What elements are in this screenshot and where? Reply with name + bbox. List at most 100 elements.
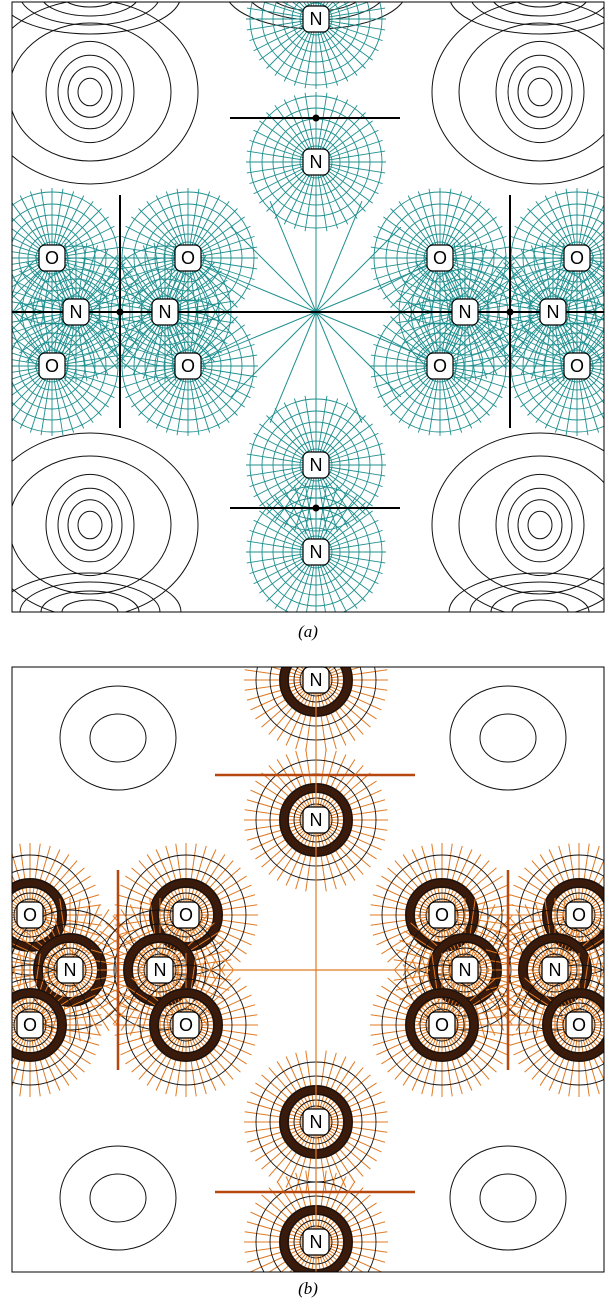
- contour: [40, 590, 140, 612]
- density-contour: [13, 1008, 47, 1042]
- density-contour: [154, 332, 222, 400]
- density-contour: [550, 996, 604, 1054]
- contour: [449, 2, 604, 35]
- contour: [495, 473, 585, 577]
- gradient-path: [204, 311, 317, 359]
- density-contour: [533, 322, 604, 410]
- atom-box: [38, 352, 66, 380]
- density-contour: [291, 2, 341, 44]
- contour: [517, 499, 563, 551]
- contour: [458, 455, 604, 595]
- density-contour: [562, 1008, 596, 1042]
- core-ring: [12, 988, 67, 1062]
- density-contour: [261, 2, 371, 74]
- caption: (b): [298, 1279, 318, 1298]
- density-contour: [381, 964, 503, 1086]
- atom-box: [56, 956, 84, 984]
- atom-label: O: [181, 356, 195, 376]
- atom-label: O: [23, 1015, 37, 1035]
- density-contour: [532, 947, 578, 993]
- contour: [57, 54, 123, 130]
- density-contour: [157, 996, 215, 1054]
- density-contour: [12, 886, 59, 944]
- contour: [19, 581, 161, 612]
- density-contour: [18, 332, 86, 400]
- atom-label: N: [159, 302, 172, 322]
- atom-box: [426, 352, 454, 380]
- atom-box: [302, 538, 330, 566]
- contour: [449, 685, 567, 791]
- atom-box: [16, 901, 44, 929]
- density-contour: [12, 878, 67, 952]
- panel-a-frame: [11, 1, 605, 613]
- density-contour: [560, 241, 594, 275]
- density-contour: [543, 332, 604, 400]
- atom-box: [174, 244, 202, 272]
- contour: [12, 572, 182, 612]
- density-contour: [560, 349, 594, 383]
- density-contour: [137, 947, 183, 993]
- density-contour: [419, 892, 465, 938]
- contour: [516, 2, 564, 8]
- atom-label: N: [547, 302, 560, 322]
- core-ring: [542, 988, 604, 1062]
- density-contour: [415, 341, 465, 391]
- contour: [12, 432, 199, 612]
- density-contour: [12, 1002, 53, 1048]
- atom-box: [38, 244, 66, 272]
- atom-label: O: [23, 905, 37, 925]
- atom-box: [302, 148, 330, 176]
- contour: [59, 685, 177, 791]
- atom-box: [565, 1011, 593, 1039]
- contour: [495, 40, 585, 144]
- atom-label: O: [45, 356, 59, 376]
- contour: [471, 2, 604, 26]
- atom-box: [16, 1011, 44, 1039]
- contour: [527, 77, 553, 107]
- density-contour: [542, 988, 604, 1062]
- density-contour: [405, 988, 479, 1062]
- density-contour: [299, 2, 333, 36]
- density-contour: [27, 341, 77, 391]
- contour: [458, 22, 604, 162]
- density-contour: [12, 996, 59, 1054]
- core-ring: [149, 988, 223, 1062]
- density-contour: [131, 941, 189, 999]
- atom-box: [302, 1228, 330, 1256]
- density-contour: [149, 988, 223, 1062]
- density-contour: [12, 978, 77, 1072]
- contour: [517, 66, 563, 118]
- gradient-path: [230, 226, 317, 313]
- contour: [527, 510, 553, 540]
- contour: [66, 2, 114, 8]
- atom-label: O: [179, 905, 193, 925]
- atom-box: [563, 352, 591, 380]
- atom-box: [172, 901, 200, 929]
- atom-label: N: [310, 152, 323, 172]
- contour: [61, 599, 119, 612]
- density-contour: [35, 241, 69, 275]
- gradient-path: [230, 311, 317, 398]
- gradient-path: [315, 265, 428, 313]
- density-contour: [125, 964, 247, 1086]
- atom-label: N: [310, 1112, 323, 1132]
- density-contour: [395, 978, 489, 1072]
- atom-box: [151, 298, 179, 326]
- contour: [21, 2, 159, 26]
- density-contour: [272, 2, 360, 63]
- contour: [449, 1145, 567, 1251]
- atom-label: N: [549, 960, 562, 980]
- density-contour: [518, 964, 604, 1086]
- density-contour: [282, 518, 350, 586]
- density-contour: [12, 322, 96, 410]
- contour: [12, 22, 172, 162]
- density-contour: [121, 299, 255, 433]
- contour: [479, 713, 537, 763]
- atom-label: N: [310, 9, 323, 29]
- density-contour: [171, 349, 205, 383]
- atom-label: O: [570, 356, 584, 376]
- atom-box: [174, 352, 202, 380]
- density-contour: [144, 322, 232, 410]
- caption: (a): [298, 622, 318, 641]
- density-contour: [406, 332, 474, 400]
